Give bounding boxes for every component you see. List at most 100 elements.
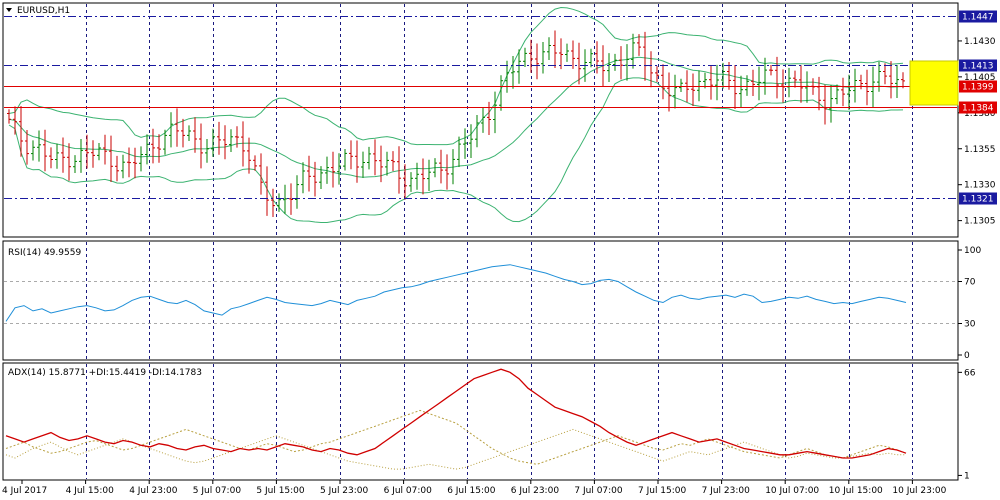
candle <box>421 158 425 195</box>
candle <box>379 145 383 183</box>
price-tag-resistance-high: 1.1447 <box>962 13 994 23</box>
adx-panel[interactable]: ADX(14) 15.8771 +DI:15.4419 -DI:14.1783 <box>2 362 959 481</box>
candle <box>799 65 803 103</box>
candle <box>865 69 869 106</box>
candle <box>307 155 311 192</box>
candle <box>499 75 503 111</box>
plus-di-series <box>5 409 907 465</box>
candle <box>691 73 695 106</box>
candle <box>325 156 329 184</box>
candle <box>367 146 371 170</box>
price-level-tags: 1.1447 1.1413 1.1399 1.1384 1.1321 <box>959 10 997 205</box>
adx-lines <box>5 368 907 470</box>
price-tag-box <box>959 59 997 72</box>
candle <box>145 134 149 165</box>
candle <box>769 65 773 76</box>
candle <box>283 184 287 214</box>
candle <box>373 139 377 176</box>
candle <box>901 72 905 89</box>
candle <box>889 61 893 99</box>
time-tick-label: 5 Jul 15:00 <box>256 486 305 496</box>
candle <box>211 128 215 157</box>
candle <box>895 65 899 98</box>
candle <box>205 139 209 163</box>
candle <box>847 74 851 110</box>
candle <box>109 135 113 182</box>
candle <box>13 106 17 135</box>
candle <box>391 151 395 172</box>
price-panel[interactable]: EURUSD,H1 <box>2 2 959 238</box>
candle <box>517 49 521 84</box>
candle <box>337 153 341 185</box>
candle <box>247 137 251 174</box>
time-tick-label: 7 Jul 07:00 <box>574 486 623 496</box>
candle <box>631 33 635 69</box>
candle <box>529 39 533 73</box>
adx-tick-label: 66 <box>964 368 976 378</box>
candle <box>535 43 539 80</box>
candle <box>673 74 677 109</box>
adx-series <box>5 368 907 459</box>
candle <box>235 126 239 148</box>
candle <box>553 30 557 68</box>
candle <box>91 140 95 168</box>
time-tick-label: 10 Jul 15:00 <box>829 486 883 496</box>
candle <box>727 62 731 90</box>
candle <box>313 161 317 197</box>
rsi-axis: 100 70 30 0 <box>958 246 981 361</box>
candle <box>841 77 845 107</box>
candle <box>823 84 827 125</box>
time-tick-label: 6 Jul 07:00 <box>384 486 433 496</box>
price-tag-support-low: 1.1321 <box>962 195 994 205</box>
candle <box>73 155 77 173</box>
price-levels <box>4 16 957 199</box>
time-tick-label: 4 Jul 15:00 <box>66 486 115 496</box>
candle <box>679 78 683 92</box>
candle <box>757 66 761 101</box>
candle <box>31 140 35 161</box>
price-tag-box <box>959 80 997 93</box>
price-tag-resistance: 1.1413 <box>962 62 994 72</box>
candle <box>199 123 203 169</box>
title-arrow-icon[interactable] <box>6 8 12 12</box>
time-tick-label: 5 Jul 23:00 <box>320 486 369 496</box>
price-tick-label: 1.1405 <box>964 73 996 83</box>
candle <box>265 166 269 216</box>
candle <box>151 128 155 164</box>
candle <box>655 66 659 82</box>
candle <box>589 48 593 68</box>
candle <box>667 72 671 112</box>
candle <box>703 72 707 89</box>
candle <box>355 140 359 183</box>
time-tick-label: 10 Jul 07:00 <box>765 486 819 496</box>
candle <box>445 154 449 190</box>
candle <box>853 68 857 103</box>
candle <box>229 129 233 152</box>
time-tick-label: 7 Jul 15:00 <box>638 486 687 496</box>
candlestick-series <box>7 30 905 217</box>
candle <box>187 125 191 141</box>
candle <box>115 155 119 182</box>
candle <box>559 38 563 70</box>
candle <box>415 162 419 190</box>
candle <box>127 147 131 178</box>
price-tick-label: 1.1305 <box>964 217 996 227</box>
rsi-panel[interactable]: RSI(14) 49.9559 <box>2 240 959 361</box>
time-tick-label: 4 Jul 2017 <box>2 486 47 496</box>
candle <box>613 53 617 71</box>
candle <box>751 69 755 96</box>
candle <box>193 117 197 153</box>
rsi-tick-label: 0 <box>964 351 970 361</box>
price-tick-label: 1.1330 <box>964 181 996 191</box>
candle <box>715 64 719 101</box>
candle <box>835 84 839 105</box>
candle <box>457 136 461 167</box>
candle <box>427 159 431 191</box>
time-tick-label: 6 Jul 23:00 <box>511 486 560 496</box>
candle <box>637 34 641 56</box>
candle <box>163 129 167 155</box>
candle <box>595 41 599 74</box>
candle <box>793 70 797 88</box>
candle <box>439 149 443 184</box>
candle <box>133 147 137 179</box>
